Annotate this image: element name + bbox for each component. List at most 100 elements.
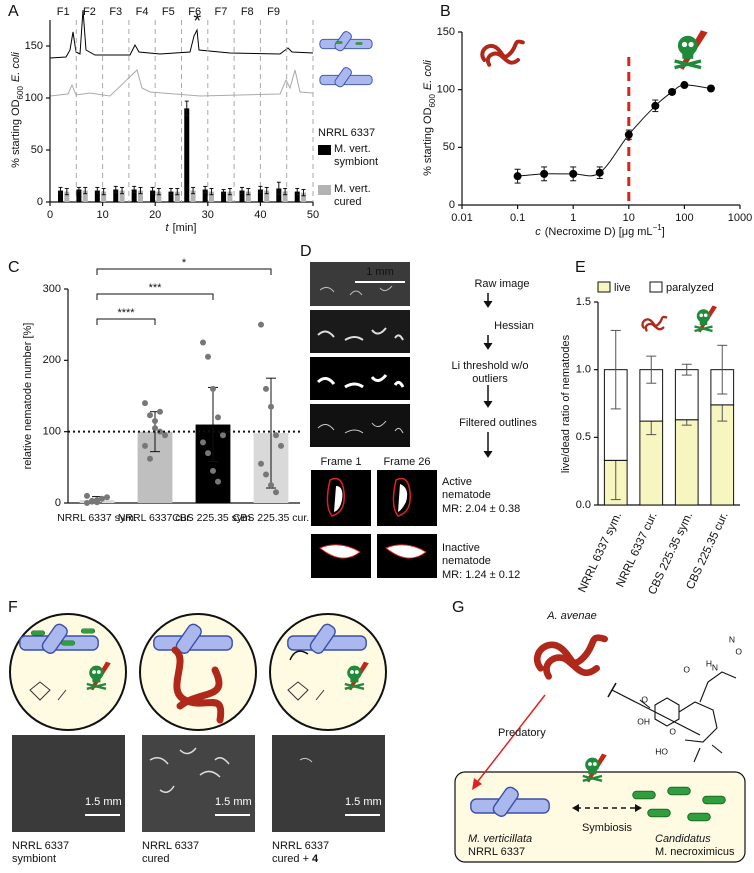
text-part: cured — [142, 853, 170, 865]
structure-label: O — [641, 694, 648, 704]
data-point — [651, 101, 660, 110]
structure-label: O — [735, 646, 742, 656]
x-tick-label: 40 — [254, 209, 266, 221]
label-part: t — [166, 222, 170, 234]
text-part: 4 — [312, 853, 319, 865]
bar — [282, 191, 288, 202]
bar — [190, 190, 196, 202]
interaction-label: Symbiosis — [582, 822, 633, 834]
bar — [294, 191, 300, 202]
panel-label: A — [8, 3, 19, 20]
scale-label: 1.5 mm — [345, 796, 382, 808]
data-point — [147, 412, 153, 419]
fraction-label: F6 — [188, 6, 201, 18]
text-part: cured + — [272, 853, 309, 865]
structure-label: H — [706, 658, 712, 668]
fraction-label: F3 — [109, 6, 122, 18]
error-bar — [246, 187, 251, 196]
error-bar — [101, 187, 106, 196]
data-point — [205, 450, 211, 457]
nematode-icon — [641, 315, 668, 332]
error-bar — [276, 181, 281, 196]
bar — [239, 190, 245, 202]
panel-label: G — [452, 599, 464, 616]
y-tick-label: 0 — [37, 196, 43, 208]
data-point — [569, 169, 578, 178]
error-bar — [138, 186, 143, 195]
error-bar — [64, 187, 69, 196]
caption: NRRL 6337 cured — [142, 840, 262, 866]
motility-ratio: MR: 1.24 ± 0.12 — [442, 569, 521, 581]
schematic — [454, 638, 746, 863]
significance-label: **** — [117, 307, 135, 319]
bar — [64, 191, 70, 202]
bar — [202, 189, 208, 202]
interaction-label: Predatory — [498, 727, 546, 739]
organism-label: A. avenae — [546, 610, 597, 622]
bar — [301, 192, 307, 202]
frame-label: Frame 26 — [383, 456, 430, 468]
data-point — [162, 432, 168, 439]
x-axis-label: c (Necroxime D) [μg mL−1] — [535, 223, 665, 238]
y-axis-label: relative nematode number [%] — [22, 323, 34, 470]
bar — [113, 189, 119, 202]
bar — [94, 190, 100, 202]
data-point — [624, 130, 633, 139]
data-point — [99, 495, 105, 502]
step-label: Raw image — [474, 278, 530, 290]
frame-label: Frame 1 — [321, 456, 362, 468]
data-point — [258, 321, 264, 328]
bar — [137, 190, 143, 202]
fraction-label: F9 — [267, 6, 280, 18]
organism-label: M. verticillata NRRL 6337 — [468, 833, 578, 859]
error-bar — [156, 187, 161, 196]
y-tick-label: 300 — [43, 283, 61, 295]
text-part: M. necroximicus — [655, 846, 735, 858]
panel-label: B — [440, 3, 451, 20]
bar — [208, 191, 214, 202]
data-point — [268, 482, 274, 489]
bar — [76, 189, 82, 202]
data-point — [210, 385, 216, 392]
label-part: (Necroxime D) [μg mL — [545, 226, 653, 238]
x-tick-label: CBS 225.35 sym. — [172, 512, 254, 524]
data-point — [157, 408, 163, 415]
bar — [131, 189, 137, 202]
x-tick-label: 10 — [623, 212, 635, 224]
caption: NRRL 6337 symbiont — [12, 840, 132, 866]
bar — [245, 191, 251, 202]
fit-curve — [517, 84, 711, 177]
error-bar — [227, 187, 232, 196]
y-tick-label: 0.0 — [576, 499, 591, 511]
data-point — [104, 494, 110, 501]
y-axis-label: live/dead ratio of nematodes — [560, 334, 572, 473]
data-point — [513, 172, 522, 181]
significance-bracket — [96, 318, 156, 325]
y-tick-label: 200 — [43, 354, 61, 366]
label-part: E. coli — [422, 60, 434, 91]
bacteria-icon — [355, 42, 363, 45]
structure-label: O — [669, 726, 676, 736]
data-point — [668, 87, 677, 96]
error-bar — [95, 186, 100, 195]
bar — [174, 191, 180, 202]
x-tick-label: 1 — [570, 212, 576, 224]
error-bar — [283, 187, 288, 196]
scale-label: 1 mm — [366, 266, 394, 278]
fungus-icon — [319, 66, 373, 89]
bacteria-icon — [335, 41, 343, 44]
bar — [227, 191, 233, 202]
error-bar — [301, 189, 306, 197]
bar-segment — [674, 419, 699, 506]
error-bar — [264, 186, 269, 195]
structure-label: O — [683, 664, 690, 674]
x-axis-label: t [min] — [166, 222, 197, 234]
structure-label: OH — [637, 716, 650, 726]
y-tick-label: 0 — [55, 497, 61, 509]
nematode-class: Inactive nematode — [442, 542, 491, 567]
x-tick-label: 0 — [47, 209, 53, 221]
label-part: 600 — [428, 94, 437, 108]
legend-title: NRRL 6337 — [318, 127, 375, 139]
data-point — [215, 478, 221, 485]
annotation: * — [193, 10, 201, 32]
